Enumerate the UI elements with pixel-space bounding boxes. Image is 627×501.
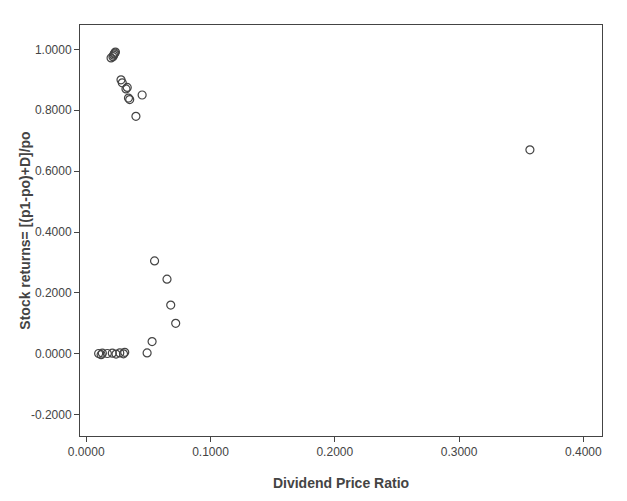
svg-text:0.2000: 0.2000 — [35, 286, 72, 300]
svg-text:0.0000: 0.0000 — [35, 347, 72, 361]
svg-text:1.0000: 1.0000 — [35, 43, 72, 57]
svg-text:0.1000: 0.1000 — [192, 445, 229, 459]
svg-text:Stock returns= [(p1-po)+D]/po: Stock returns= [(p1-po)+D]/po — [17, 131, 33, 329]
svg-text:0.0000: 0.0000 — [68, 445, 105, 459]
svg-text:0.4000: 0.4000 — [35, 225, 72, 239]
svg-text:0.3000: 0.3000 — [441, 445, 478, 459]
svg-text:-0.2000: -0.2000 — [31, 408, 72, 422]
svg-text:0.4000: 0.4000 — [565, 445, 602, 459]
svg-text:0.6000: 0.6000 — [35, 164, 72, 178]
svg-text:0.8000: 0.8000 — [35, 103, 72, 117]
svg-text:0.2000: 0.2000 — [316, 445, 353, 459]
svg-text:Dividend Price Ratio: Dividend Price Ratio — [273, 475, 409, 491]
